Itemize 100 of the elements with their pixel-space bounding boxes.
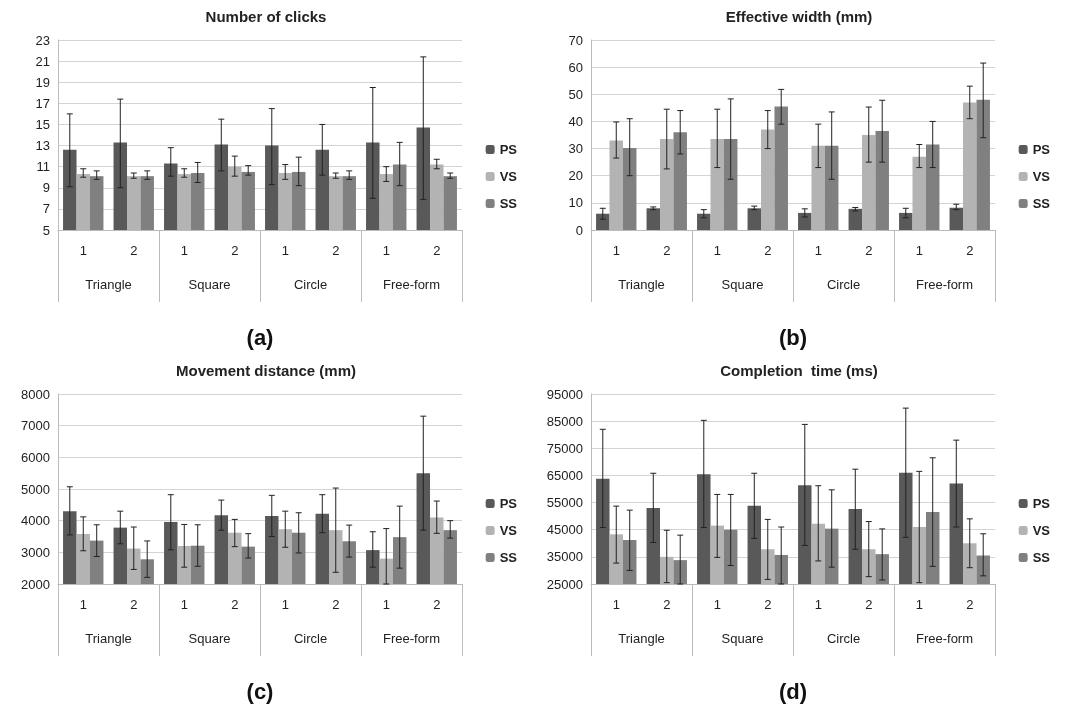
x-tick-label: 1 — [382, 597, 390, 612]
y-tick-label: 19 — [35, 74, 50, 90]
text: Free-form — [915, 631, 974, 646]
y-tick-label: 7000 — [21, 418, 50, 434]
legend-label: PS — [499, 142, 518, 157]
y-tick-label: 11 — [36, 159, 50, 175]
chart-title: Movement distance (mm) — [175, 362, 357, 379]
y-tick-label: 13 — [35, 138, 50, 154]
y-tick-label: 5 — [42, 222, 50, 238]
legend-label: VS — [499, 169, 518, 184]
x-tick-label: 1 — [915, 243, 923, 258]
x-tick-label: 2 — [433, 597, 441, 612]
text: Triangle — [618, 277, 665, 292]
x-tick-label: 2 — [130, 597, 138, 612]
x-tick-label: 2 — [764, 597, 772, 612]
x-tick-label: 1 — [713, 243, 721, 258]
y-tick-label: 25000 — [546, 576, 583, 592]
text: Triangle — [85, 631, 132, 646]
y-tick-label: 75000 — [546, 440, 583, 456]
chart-title: Effective width (mm) — [725, 8, 873, 25]
y-tick-label: 8000 — [21, 386, 50, 402]
x-tick-label: 2 — [231, 597, 239, 612]
x-tick-label: 2 — [332, 597, 340, 612]
y-tick-label: 20 — [568, 168, 583, 184]
x-tick-label: 1 — [814, 243, 822, 258]
x-tick-label: 1 — [713, 597, 721, 612]
y-tick-label: 70 — [568, 32, 583, 48]
y-tick-label: 4000 — [21, 513, 50, 529]
text: Circle — [826, 277, 861, 292]
y-tick-label: 85000 — [546, 413, 583, 429]
y-tick-label: 2000 — [21, 576, 50, 592]
x-tick-label: 2 — [663, 597, 671, 612]
x-tick-label: 1 — [814, 597, 822, 612]
x-tick-label: 2 — [130, 243, 138, 258]
legend-label: VS — [1032, 169, 1051, 184]
x-tick-label: 2 — [231, 243, 239, 258]
text: Square — [188, 277, 231, 292]
x-tick-label: 1 — [281, 597, 289, 612]
x-tick-label: 1 — [915, 597, 923, 612]
x-tick-label: 1 — [180, 597, 188, 612]
x-tick-label: 1 — [612, 243, 620, 258]
y-tick-label: 17 — [35, 95, 50, 111]
x-tick-label: 2 — [332, 243, 340, 258]
x-tick-label: 2 — [966, 243, 974, 258]
y-tick-label: 30 — [568, 141, 583, 157]
x-tick-label: 1 — [382, 243, 390, 258]
x-axis-title: (d) — [778, 678, 808, 704]
x-tick-label: 2 — [865, 243, 873, 258]
y-tick-label: 40 — [568, 113, 583, 129]
x-tick-label: 2 — [865, 597, 873, 612]
y-tick-label: 55000 — [546, 495, 583, 511]
y-tick-label: 50 — [568, 86, 583, 102]
y-tick-label: 6000 — [21, 449, 50, 465]
x-axis-title: (a) — [246, 324, 274, 350]
text: Square — [188, 631, 231, 646]
text: Free-form — [915, 277, 974, 292]
legend-label: SS — [1032, 550, 1051, 565]
x-tick-label: 1 — [281, 243, 289, 258]
legend-label: PS — [499, 496, 518, 511]
x-tick-label: 1 — [180, 243, 188, 258]
legend-label: SS — [499, 196, 518, 211]
x-tick-label: 2 — [764, 243, 772, 258]
chart-title: Completion time (ms) — [720, 362, 878, 379]
x-axis-title: (c) — [246, 678, 274, 704]
x-tick-label: 1 — [79, 243, 87, 258]
y-tick-label: 9 — [42, 180, 50, 196]
x-tick-label: 2 — [663, 243, 671, 258]
y-tick-label: 21 — [35, 53, 50, 69]
y-tick-label: 5000 — [21, 481, 50, 497]
y-tick-label: 0 — [575, 222, 583, 238]
chart-title: Number of clicks — [205, 8, 327, 25]
y-tick-label: 23 — [35, 32, 50, 48]
y-tick-label: 10 — [568, 195, 583, 211]
y-tick-label: 65000 — [546, 467, 583, 483]
legend-label: SS — [499, 550, 518, 565]
x-tick-label: 1 — [79, 597, 87, 612]
text: Circle — [293, 277, 328, 292]
legend-label: VS — [499, 523, 518, 538]
text: Free-form — [382, 631, 441, 646]
legend-label: SS — [1032, 196, 1051, 211]
y-tick-label: 95000 — [546, 386, 583, 402]
x-tick-label: 2 — [433, 243, 441, 258]
y-tick-label: 60 — [568, 59, 583, 75]
y-tick-label: 7 — [42, 201, 50, 217]
text: Square — [721, 277, 764, 292]
legend-label: PS — [1032, 496, 1051, 511]
text: Triangle — [85, 277, 132, 292]
text: Circle — [293, 631, 328, 646]
x-tick-label: 2 — [966, 597, 974, 612]
x-tick-label: 1 — [612, 597, 620, 612]
legend-label: VS — [1032, 523, 1051, 538]
y-tick-label: 35000 — [546, 549, 583, 565]
text: Triangle — [618, 631, 665, 646]
text: Circle — [826, 631, 861, 646]
legend-label: PS — [1032, 142, 1051, 157]
x-axis-title: (b) — [778, 324, 808, 350]
y-tick-label: 3000 — [21, 544, 50, 560]
text: Square — [721, 631, 764, 646]
text: Free-form — [382, 277, 441, 292]
y-tick-label: 15 — [35, 116, 50, 132]
